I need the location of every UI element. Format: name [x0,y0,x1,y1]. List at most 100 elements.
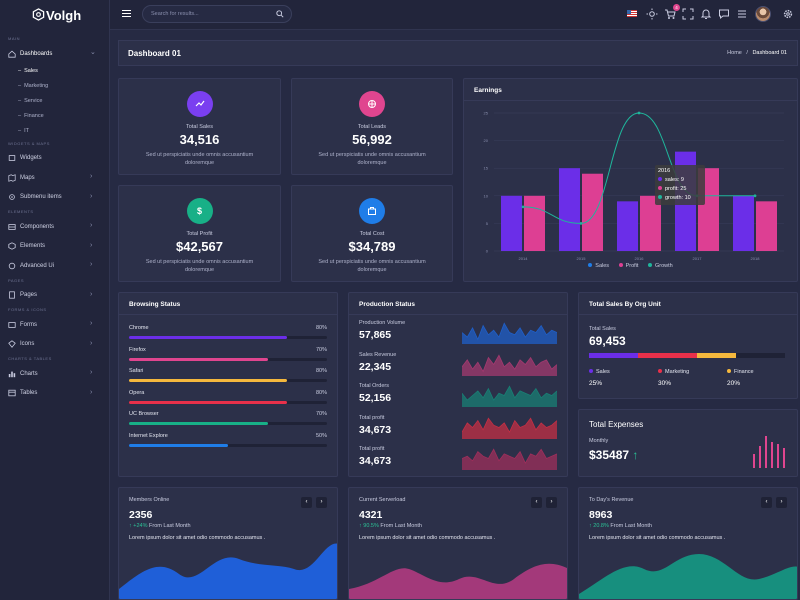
expenses-card: Total Expenses Monthly $35487 ↑ [578,409,798,477]
next-button[interactable]: › [546,497,557,508]
sidebar-item-label: Dashboards [20,50,53,57]
chevron-right-icon: › [90,290,93,298]
app-logo[interactable]: Volgh [0,0,109,30]
tooltip-growth: growth: 10 [665,195,691,201]
growth-point-2014[interactable] [521,205,525,209]
chevron-down-icon: ⌄ [90,49,96,56]
bar-profit-2016[interactable] [640,195,661,251]
bar-sales-2018[interactable] [733,195,754,251]
org-stack-bar [589,353,785,358]
area-wave [579,554,797,599]
list-icon[interactable] [736,8,748,20]
progress-track [129,443,327,447]
org-title: Total Sales By Org Unit [589,301,661,308]
org-value: 69,453 [589,334,626,348]
search-icon [276,10,284,18]
sidebar-item-widgets[interactable]: Widgets [0,149,109,169]
stat-desc: Sed ut perspiciatis unde omnis accusanti… [318,152,426,166]
sidebar-item-tables[interactable]: Tables › [0,384,109,404]
growth-point-2015[interactable] [579,222,583,225]
prev-button[interactable]: ‹ [761,497,772,508]
sidebar-sub-sales[interactable]: – Sales [18,68,38,74]
org-unit: Sales 25% [589,369,610,387]
next-button[interactable]: › [776,497,787,508]
expenses-value: $35487 ↑ [589,448,638,462]
bell-icon[interactable] [700,8,712,20]
bar-sales-2015[interactable] [559,168,580,251]
growth-point-2018[interactable] [753,194,757,198]
browser-name: Internet Explore [129,432,168,439]
home-icon [8,50,16,58]
mini-change-pct: 90.5% [363,523,379,529]
us-flag-icon[interactable] [627,10,637,17]
breadcrumb-sep: / [746,50,748,56]
dollar-icon: $ [186,198,213,224]
browser-row: Chrome 80% [129,325,327,345]
legend-sales[interactable]: Sales [595,263,610,269]
legend-growth[interactable]: Growth [654,263,673,269]
legend-dot [589,369,593,373]
prev-button[interactable]: ‹ [301,497,312,508]
tooltip-profit: profit: 25 [665,186,687,192]
sidebar-item-elements[interactable]: Elements › [0,237,109,257]
cart-icon[interactable] [664,8,676,20]
sidebar-item-label: Pages [20,292,38,299]
org-segment-finance [696,353,736,358]
chat-icon[interactable] [718,8,730,20]
sidebar-item-label: Elements [20,243,46,250]
bar-sales-2014[interactable] [501,195,522,251]
stat-desc: Sed ut perspiciatis unde omnis accusanti… [145,152,254,166]
sidebar-item-submenu[interactable]: Submenu items › [0,188,109,208]
sparkline [462,417,557,439]
divider [579,314,797,315]
stat-label: Total Leads [357,124,387,130]
mini-value: 4321 [359,509,383,521]
sidebar-item-advanced[interactable]: Advanced Ui › [0,256,109,276]
earnings-chart: 0 5 10 15 20 25 2014 2015 2016 2017 2018 [484,111,784,261]
search-input[interactable]: Search for results... [142,5,292,23]
sidebar-item-components[interactable]: Components › [0,217,109,237]
map-icon [8,174,16,182]
bar-sales-2016[interactable] [617,201,638,251]
next-button[interactable]: › [316,497,327,508]
stat-label: Total Profit [186,231,213,237]
sub-label: Finance [24,113,44,119]
chevron-right-icon: › [90,369,93,376]
fullscreen-icon[interactable] [682,8,694,20]
mini-change-pct: 20.8% [593,523,609,529]
mini-change: ↑ +24% From Last Month [129,523,191,529]
avatar[interactable] [755,6,771,22]
bar-profit-2014[interactable] [524,195,545,251]
sidebar-sub-it[interactable]: – IT [18,128,29,134]
breadcrumb-home[interactable]: Home [727,50,742,56]
sidebar-item-icons[interactable]: Icons › [0,335,109,355]
sidebar-item-dashboards[interactable]: Dashboards ⌄ [0,44,109,64]
settings-gear-icon[interactable] [782,8,794,20]
progress-track [129,336,327,339]
sidebar-item-charts[interactable]: Charts › [0,364,109,384]
trend-up-icon [186,91,213,117]
prev-button[interactable]: ‹ [531,497,542,508]
sparkline [462,353,557,376]
sidebar-item-maps[interactable]: Maps › [0,168,109,188]
table-icon [8,389,16,397]
sidebar-sub-finance[interactable]: – Finance [18,113,44,119]
bar-profit-2018[interactable] [756,201,777,251]
org-sales-card: Total Sales By Org Unit Total Sales 69,4… [578,292,798,399]
legend-dot [658,177,662,181]
divider [119,314,337,315]
sidebar-item-forms[interactable]: Forms › [0,315,109,335]
section-forms: FORMS & ICONS [8,307,47,312]
box-icon [8,154,16,162]
browser-row: Firefox 70% [129,347,327,367]
production-value: 22,345 [359,360,392,373]
growth-point-2016[interactable] [637,111,641,115]
sidebar-sub-service[interactable]: – Service [18,98,43,104]
sidebar-sub-marketing[interactable]: – Marketing [18,83,49,89]
sidebar-item-pages[interactable]: Pages › [0,286,109,306]
bar-profit-2015[interactable] [582,173,603,251]
legend-profit[interactable]: Profit [625,263,639,269]
arrow-up-icon: ↑ [632,448,639,462]
sun-icon[interactable] [646,8,658,20]
menu-toggle-icon[interactable] [122,10,131,18]
